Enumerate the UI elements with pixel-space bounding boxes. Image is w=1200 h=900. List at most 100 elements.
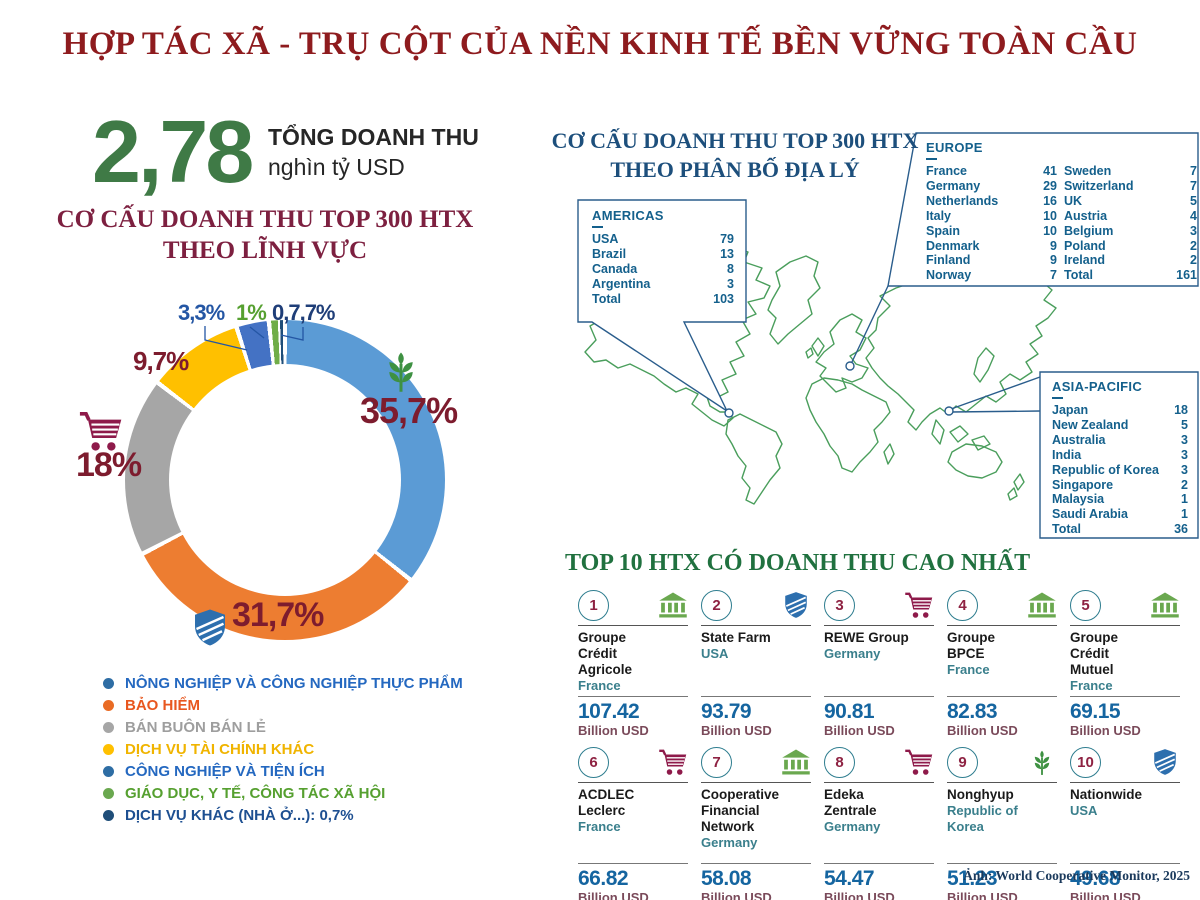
org-revenue-value: 69.15 [1070,700,1121,723]
bank-icon [658,591,688,619]
asia-connector-line-2 [950,410,1041,413]
org-name: Groupe BPCE [947,630,996,661]
divider [578,863,688,864]
divider [824,863,934,864]
org-country: USA [701,646,729,661]
asia-connector-line-1 [950,376,1041,410]
top10-card: 2 State Farm USA 93.79 Billion USD [701,588,811,739]
header-dash [1052,397,1063,399]
plant-icon [380,348,422,394]
legend-item-education: GIÁO DỤC, Y TẾ, CÔNG TÁC XÃ HỘI [103,785,463,802]
org-revenue-unit: Billion USD [701,723,772,738]
rank-badge: 6 [578,746,609,778]
divider [824,696,934,697]
legend-dot [103,744,114,755]
europe-connector-line [850,285,889,365]
total-revenue-value: 2,78 [92,102,254,201]
legend-dot [103,700,114,711]
legend-dot [103,788,114,799]
divider [947,696,1057,697]
legend-dot [103,722,114,733]
org-country: Germany [701,835,758,850]
org-name: Cooperative Financial Network [701,787,780,834]
pct-other-label: 0,7,7% [272,300,335,325]
divider [947,863,1057,864]
americas-map-dot [724,408,734,418]
shield-icon [1150,748,1180,776]
org-country: Germany [824,819,881,834]
rank-badge: 7 [701,746,732,778]
legend-item-agriculture: NÔNG NGHIỆP VÀ CÔNG NGHIỆP THỰC PHẨM [103,675,463,692]
header-dash [592,226,603,228]
pct-insurance-label: 31,7% [232,596,324,634]
pct-finance-label: 9,7% [133,346,189,376]
org-name: Groupe Crédit Mutuel [1070,630,1119,677]
legend-dot [103,810,114,821]
top10-card: 8 Edeka Zentrale Germany 54.47 Billion US… [824,745,934,900]
org-name: Groupe Crédit Agricole [578,630,633,677]
divider [578,782,688,783]
rank-badge: 4 [947,589,978,621]
org-country: France [578,678,621,693]
legend-item-industry: CÔNG NGHIỆP VÀ TIỆN ÍCH [103,763,463,780]
divider [824,625,934,626]
org-country: France [947,662,990,677]
americas-table: AMERICAS USA 79 Brazil 13 Canada 8 Argentin… [592,208,734,306]
bank-icon [1027,591,1057,619]
org-country: Germany [824,646,881,661]
org-revenue-value: 82.83 [947,700,998,723]
rank-badge: 10 [1070,746,1101,778]
org-revenue-value: 107.42 [578,700,640,723]
divider [824,782,934,783]
pct-agriculture-label: 35,7% [360,390,458,431]
legend-item-insurance: BẢO HIỂM [103,697,463,714]
americas-table-title: AMERICAS [592,208,664,223]
shield-icon [781,591,811,619]
sector-legend: NÔNG NGHIỆP VÀ CÔNG NGHIỆP THỰC PHẨM BẢO… [103,675,463,824]
org-name: Nationwide [1070,787,1143,802]
cart-icon [904,591,934,619]
org-revenue-unit: Billion USD [824,723,895,738]
divider [701,782,811,783]
europe-table: EUROPE France 41 Sweden 7 Germany 29 Switzerl… [926,140,1197,283]
bank-icon [781,748,811,776]
pct-industry-label: 3,3% [178,300,225,325]
asia-pacific-table: ASIA-PACIFIC Japan 18 New Zealand 5 Austra… [1052,379,1188,537]
rank-badge: 9 [947,746,978,778]
legend-item-other: DỊCH VỤ KHÁC (NHÀ Ở...): 0,7% [103,807,463,824]
top10-card: 7 Cooperative Financial Network Germany 5… [701,745,811,900]
image-credit: Ảnh: World Cooperative Monitor, 2025 [963,868,1190,883]
sector-chart-title: CƠ CẤU DOANH THU TOP 300 HTX THEO LĨNH V… [56,206,474,264]
cart-icon [904,748,934,776]
cart-icon [658,748,688,776]
org-revenue-unit: Billion USD [578,723,649,738]
org-name: REWE Group [824,630,909,645]
bank-icon [1150,591,1180,619]
org-name: ACDLEC Leclerc [578,787,635,818]
org-revenue-value: 49.68 [1070,867,1121,890]
org-revenue-unit: Billion USD [947,890,1018,900]
divider [578,625,688,626]
org-name: State Farm [701,630,771,645]
asia-map-dot [944,406,954,416]
top10-card: 4 Groupe BPCE France 82.83 Billion USD [947,588,1057,739]
total-revenue-unit: nghìn tỷ USD [268,154,405,180]
europe-map-dot [845,361,855,371]
legend-item-finance: DỊCH VỤ TÀI CHÍNH KHÁC [103,741,463,758]
plant-icon [1027,748,1057,776]
org-revenue-unit: Billion USD [947,723,1018,738]
europe-table-title: EUROPE [926,140,983,155]
org-name: Edeka Zentrale [824,787,877,818]
org-revenue-unit: Billion USD [578,890,649,900]
top10-card: 6 ACDLEC Leclerc France 66.82 Billion USD [578,745,688,900]
rank-badge: 8 [824,746,855,778]
top10-card: 5 Groupe Crédit Mutuel France 69.15 Billi… [1070,588,1180,739]
org-country: France [578,819,621,834]
org-revenue-value: 66.82 [578,867,629,890]
top10-card: 3 REWE Group Germany 90.81 Billion USD [824,588,934,739]
divider [1070,782,1180,783]
divider [947,782,1057,783]
top10-title: TOP 10 HTX CÓ DOANH THU CAO NHẤT [565,550,1031,576]
org-revenue-unit: Billion USD [1070,723,1141,738]
